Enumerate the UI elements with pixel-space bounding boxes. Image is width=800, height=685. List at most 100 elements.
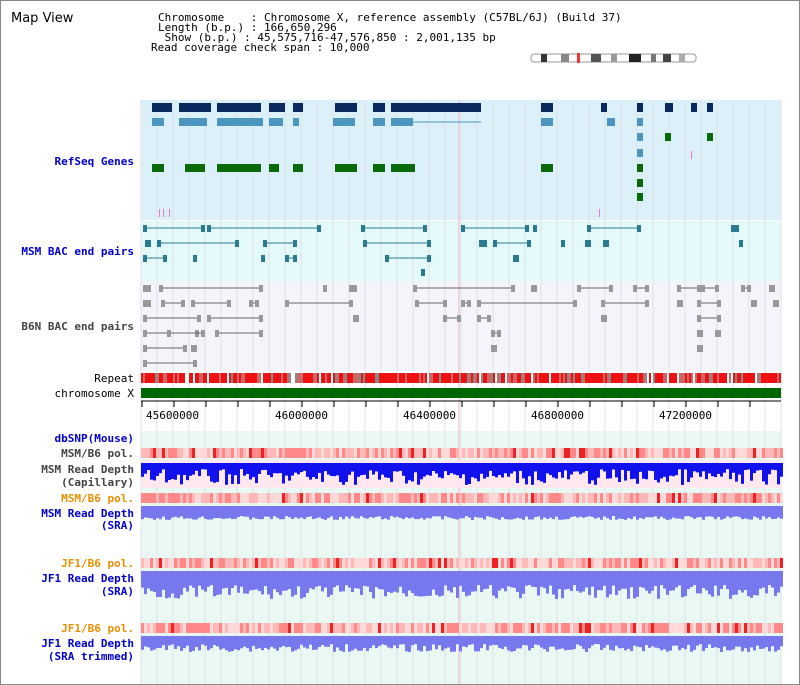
pol-cell xyxy=(258,623,261,633)
pol-cell xyxy=(294,493,297,503)
pol-cell xyxy=(711,493,714,503)
depth-bar xyxy=(345,506,348,517)
label-refseq[interactable]: RefSeq Genes xyxy=(54,155,134,168)
repeat-block xyxy=(381,373,383,383)
repeat-block xyxy=(345,373,347,383)
depth-bar xyxy=(342,571,345,592)
pol-cell xyxy=(687,448,690,458)
depth-bar xyxy=(501,571,504,589)
pol-cell xyxy=(321,448,324,458)
pol-cell xyxy=(774,558,777,568)
depth-bar xyxy=(531,571,534,587)
repeat-block xyxy=(175,373,177,383)
depth-bar xyxy=(777,571,780,593)
repeat-block xyxy=(575,373,577,383)
repeat-block xyxy=(615,373,617,383)
repeat-block xyxy=(717,373,719,383)
depth-bar xyxy=(351,463,354,472)
pol-cell xyxy=(366,558,369,568)
depth-bar xyxy=(144,463,147,474)
gene-feature xyxy=(179,103,211,112)
bac-end xyxy=(701,285,705,292)
repeat-block xyxy=(675,373,677,383)
pol-cell xyxy=(426,448,429,458)
depth-bar xyxy=(648,506,651,518)
pol-cell xyxy=(570,493,573,503)
pol-cell xyxy=(603,623,606,633)
depth-bar xyxy=(390,571,393,593)
depth-bar xyxy=(309,463,312,480)
pol-cell xyxy=(387,558,390,568)
label-b6n-bac[interactable]: B6N BAC end pairs xyxy=(21,320,134,333)
label-dbsnp[interactable]: dbSNP(Mouse) xyxy=(54,432,134,445)
repeat-block xyxy=(603,373,605,383)
pol-cell xyxy=(414,623,417,633)
depth-bar xyxy=(738,636,741,647)
depth-bar xyxy=(669,506,672,520)
depth-bar xyxy=(276,571,279,593)
pol-cell xyxy=(336,558,339,568)
pol-cell xyxy=(717,448,720,458)
depth-bar xyxy=(582,571,585,592)
pol-cell xyxy=(687,493,690,503)
pol-cell xyxy=(141,558,144,568)
pol-cell xyxy=(678,623,681,633)
depth-bar xyxy=(582,506,585,518)
repeat-block xyxy=(633,373,635,383)
bac-end xyxy=(181,300,185,307)
depth-bar xyxy=(510,571,513,588)
pol-cell xyxy=(249,558,252,568)
depth-bar xyxy=(387,636,390,648)
repeat-block xyxy=(721,373,723,383)
pol-cell xyxy=(204,558,207,568)
bac-end xyxy=(697,315,701,322)
pol-cell xyxy=(765,623,768,633)
depth-bar xyxy=(237,506,240,518)
depth-bar xyxy=(168,463,171,480)
depth-bar xyxy=(228,463,231,475)
pol-cell xyxy=(360,623,363,633)
pol-cell xyxy=(153,558,156,568)
pol-cell xyxy=(738,623,741,633)
repeat-block xyxy=(635,373,637,383)
pol-cell xyxy=(381,493,384,503)
pol-cell xyxy=(597,493,600,503)
depth-bar xyxy=(747,636,750,652)
pol-cell xyxy=(567,558,570,568)
depth-bar xyxy=(576,571,579,592)
bac-end xyxy=(467,300,471,307)
pol-cell xyxy=(333,623,336,633)
depth-bar xyxy=(420,636,423,652)
depth-bar xyxy=(261,571,264,595)
repeat-block xyxy=(653,373,655,383)
pol-cell xyxy=(156,493,159,503)
pol-cell xyxy=(729,558,732,568)
label-msm-bac[interactable]: MSM BAC end pairs xyxy=(21,245,134,258)
repeat-block xyxy=(683,373,685,383)
pol-cell xyxy=(261,558,264,568)
repeat-block xyxy=(707,373,709,383)
depth-bar xyxy=(432,463,435,471)
depth-bar xyxy=(351,636,354,651)
pol-cell xyxy=(165,623,168,633)
depth-bar xyxy=(744,636,747,649)
pol-cell xyxy=(780,448,783,458)
pol-cell xyxy=(759,448,762,458)
depth-bar xyxy=(516,571,519,593)
pol-cell xyxy=(681,448,684,458)
gene-feature xyxy=(541,103,553,112)
depth-bar xyxy=(762,636,765,649)
depth-bar xyxy=(252,636,255,646)
depth-bar xyxy=(339,506,342,517)
depth-bar xyxy=(441,463,444,479)
depth-bar xyxy=(141,506,144,520)
repeat-block xyxy=(367,373,369,383)
pol-cell xyxy=(612,623,615,633)
depth-bar xyxy=(198,506,201,518)
depth-bar xyxy=(330,571,333,595)
pol-cell xyxy=(600,493,603,503)
depth-bar xyxy=(612,571,615,586)
bac-end xyxy=(361,225,365,232)
